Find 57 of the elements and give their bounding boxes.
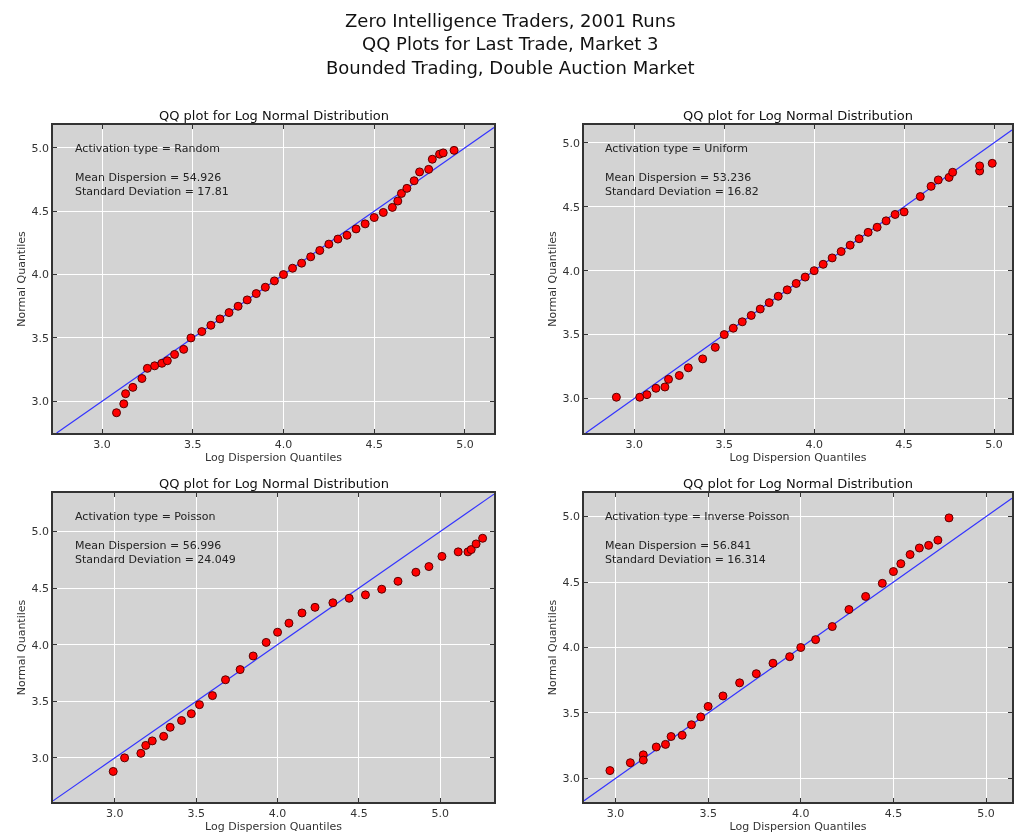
y-tick-label: 5.0 xyxy=(562,510,581,524)
y-tick-label: 4.0 xyxy=(31,638,50,652)
y-tick-label: 3.0 xyxy=(562,392,581,406)
y-tick-label: 4.0 xyxy=(31,268,50,282)
y-axis-title: Normal Quantiles xyxy=(545,599,559,696)
text: Activation type = Random Mean Dispersion = 54.926 Standard Deviation = 17.81 xyxy=(75,142,229,198)
y-tick-label: 3.5 xyxy=(31,695,50,709)
y-tick-label: 3.0 xyxy=(31,395,50,409)
x-tick-label: 5.0 xyxy=(431,806,450,820)
y-tick-label: 5.0 xyxy=(31,525,50,539)
y-axis-title: Normal Quantiles xyxy=(14,230,28,327)
y-tick-label: 3.0 xyxy=(562,772,581,786)
x-tick-label: 3.0 xyxy=(106,806,124,820)
chart-title: QQ plot for Log Normal Distribution xyxy=(683,476,914,491)
x-tick-label: 4.5 xyxy=(884,806,903,820)
y-tick-label: 4.0 xyxy=(562,264,581,278)
y-tick-label: 4.5 xyxy=(562,200,581,214)
x-tick-label: 3.5 xyxy=(699,806,717,820)
y-tick-label: 3.5 xyxy=(31,331,50,345)
x-tick-label: 5.0 xyxy=(456,437,474,451)
x-tick-label: 5.0 xyxy=(985,437,1003,451)
x-axis-title: Log Dispersion Quantiles xyxy=(205,450,343,464)
y-tick-label: 4.0 xyxy=(562,641,581,655)
x-tick-label: 4.0 xyxy=(274,437,293,451)
chart-title: QQ plot for Log Normal Distribution xyxy=(159,476,390,491)
x-tick-label: 4.0 xyxy=(805,437,823,451)
x-tick-label: 3.5 xyxy=(183,437,202,451)
y-tick-label: 4.5 xyxy=(31,581,50,595)
y-tick-label: 3.5 xyxy=(562,328,581,342)
x-tick-label: 4.5 xyxy=(365,437,383,451)
x-tick-label: 4.5 xyxy=(350,806,368,820)
x-tick-label: 4.0 xyxy=(268,806,287,820)
y-axis-title: Normal Quantiles xyxy=(545,230,559,327)
x-tick-label: 3.0 xyxy=(93,437,111,451)
y-axis-title: Normal Quantiles xyxy=(14,599,28,696)
y-tick-label: 3.5 xyxy=(562,706,581,720)
x-axis-title: Log Dispersion Quantiles xyxy=(729,450,867,464)
x-tick-label: 3.0 xyxy=(606,806,625,820)
x-axis-title: Log Dispersion Quantiles xyxy=(729,819,867,833)
y-tick-label: 4.5 xyxy=(562,575,581,589)
chart-title: QQ plot for Log Normal Distribution xyxy=(683,108,914,123)
y-tick-label: 3.0 xyxy=(31,751,50,765)
y-tick-label: 4.5 xyxy=(31,205,50,219)
chart-title: QQ plot for Log Normal Distribution xyxy=(159,108,390,123)
text: Zero Intelligence Traders, 2001 Runs QQ Plots for Last Trade, Market 3 Bounded Trading, Double Auction Market xyxy=(326,10,695,78)
text: Activation type = Poisson Mean Dispersion = 56.996 Standard Deviation = 24.049 xyxy=(75,510,236,566)
text: Activation type = Inverse Poisson Mean Dispersion = 56.841 Standard Deviation = 16.314 xyxy=(605,510,790,566)
x-tick-label: 3.0 xyxy=(625,437,644,451)
x-tick-label: 3.5 xyxy=(715,437,734,451)
y-tick-label: 5.0 xyxy=(562,136,581,150)
y-tick-label: 5.0 xyxy=(31,141,50,155)
x-tick-label: 5.0 xyxy=(977,806,995,820)
x-tick-label: 4.0 xyxy=(792,806,810,820)
x-axis-title: Log Dispersion Quantiles xyxy=(205,819,343,833)
x-tick-label: 3.5 xyxy=(187,806,205,820)
x-tick-label: 4.5 xyxy=(895,437,913,451)
text: Activation type = Uniform Mean Dispersion = 53.236 Standard Deviation = 16.82 xyxy=(605,142,759,198)
